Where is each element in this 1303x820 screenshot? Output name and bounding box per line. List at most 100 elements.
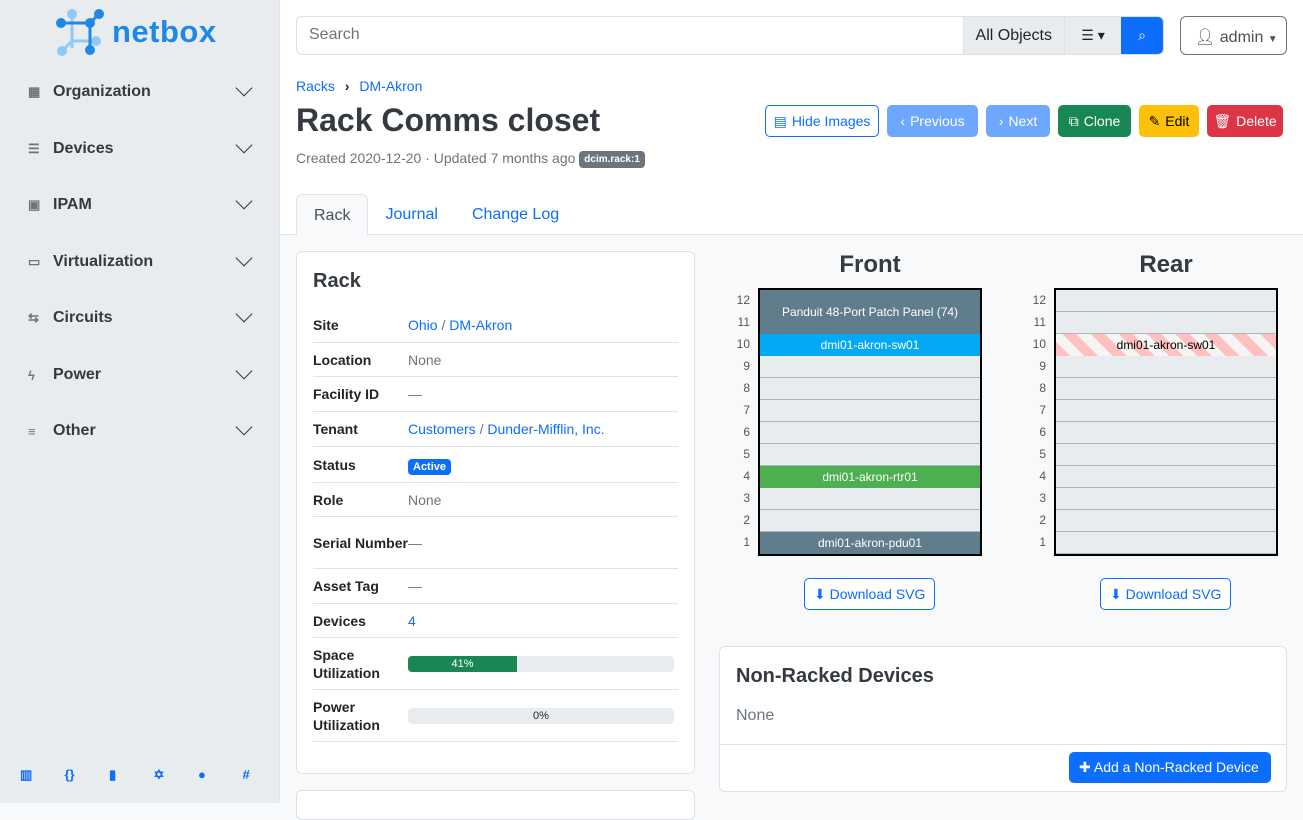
rack-unit-label: 9: [743, 359, 750, 373]
card-title: Rack: [313, 270, 361, 292]
button-label: Add a Non-Racked Device: [1093, 759, 1259, 775]
sidebar-item-circuits[interactable]: ⇆ Circuits: [0, 298, 280, 338]
delete-button[interactable]: 🗑︎ Delete: [1207, 105, 1283, 137]
file-download-icon: ⬇: [1110, 586, 1126, 602]
devices-count-link[interactable]: 4: [408, 612, 416, 629]
attr-row: Devices 4: [313, 604, 678, 638]
rack-unit-slot[interactable]: [760, 356, 980, 378]
rack-unit-slot[interactable]: [1056, 356, 1276, 378]
sidebar-item-organization[interactable]: ▦ Organization: [0, 72, 280, 112]
rack-unit-slot[interactable]: [760, 444, 980, 466]
sidebar-item-power[interactable]: ϟ Power: [0, 355, 280, 395]
rack-card: Rack Site Ohio / DM-Akron Location None Faci…: [296, 251, 695, 774]
rack-device-front[interactable]: dmi01-akron-sw01: [760, 334, 980, 356]
edit-button[interactable]: ✎ Edit: [1139, 105, 1199, 137]
user-icon: 👤︎: [1195, 29, 1220, 46]
search-filter-button[interactable]: ☰ ▾: [1064, 17, 1121, 54]
chevron-right-icon: ›: [998, 113, 1004, 129]
sidebar-item-label: Devices: [53, 140, 114, 157]
slack-icon[interactable]: #: [242, 767, 250, 782]
rack-unit-slot[interactable]: [1056, 488, 1276, 510]
rack-unit-label: 10: [736, 337, 750, 351]
monitor-icon: ▭: [28, 254, 41, 269]
docs-icon[interactable]: ▥: [20, 767, 33, 782]
status-badge: Active: [408, 458, 452, 475]
attr-link[interactable]: Customers: [408, 421, 476, 437]
hide-images-button[interactable]: ▤ Hide Images: [765, 105, 879, 137]
search-icon: ⌕: [1138, 27, 1146, 43]
sidebar-item-devices[interactable]: ☰ Devices: [0, 129, 280, 169]
rack-unit-slot[interactable]: [1056, 400, 1276, 422]
attr-row: Status Active: [313, 447, 678, 483]
rack-unit-slot[interactable]: [1056, 510, 1276, 532]
rack-unit-slot[interactable]: [760, 488, 980, 510]
rack-unit-slot[interactable]: [1056, 444, 1276, 466]
tab-rack[interactable]: Rack: [296, 194, 369, 235]
rack-unit-slot[interactable]: [1056, 312, 1276, 334]
breadcrumb-racks[interactable]: Racks: [296, 78, 335, 94]
api-icon[interactable]: {}: [64, 767, 75, 782]
rack-unit-slot[interactable]: [760, 378, 980, 400]
button-label: Hide Images: [791, 113, 871, 129]
rack-unit-slot[interactable]: [1056, 290, 1276, 312]
rack-unit-label: 4: [1039, 469, 1046, 483]
attr-label: Status: [313, 456, 356, 473]
rack-device-front[interactable]: dmi01-akron-rtr01: [760, 466, 980, 488]
button-label: Download SVG: [1125, 586, 1222, 602]
logo-text: netbox: [112, 14, 217, 49]
sidebar-item-virtualization[interactable]: ▭ Virtualization: [0, 242, 280, 282]
front-title: Front: [839, 251, 901, 278]
attr-label: Site: [313, 316, 339, 333]
file-download-icon: ⬇: [814, 586, 830, 602]
user-menu-button[interactable]: 👤︎ admin ▼: [1180, 16, 1287, 55]
utilization-bar: 41%: [408, 655, 674, 672]
rack-unit-slot[interactable]: [760, 422, 980, 444]
tab-change-log[interactable]: Change Log: [471, 206, 560, 223]
download-rear-svg-button[interactable]: ⬇ Download SVG: [1100, 578, 1232, 610]
rack-unit-slot[interactable]: [1056, 466, 1276, 488]
button-label: Download SVG: [829, 586, 926, 602]
clone-button[interactable]: ⧉ Clone: [1058, 105, 1131, 137]
search-input[interactable]: Search: [309, 26, 360, 43]
rack-unit-slot[interactable]: [1056, 422, 1276, 444]
attr-row: Site Ohio / DM-Akron: [313, 307, 678, 343]
attr-label: Serial Number: [313, 534, 408, 551]
book-icon[interactable]: ▮: [109, 767, 117, 782]
rack-unit-label: 9: [1039, 359, 1046, 373]
sidebar-item-label: Virtualization: [53, 253, 154, 270]
tab-journal[interactable]: Journal: [385, 206, 438, 223]
sidebar-item-other[interactable]: ≡ Other: [0, 411, 280, 451]
rack-unit-slot[interactable]: [1056, 378, 1276, 400]
rack-device-rear[interactable]: dmi01-akron-sw01: [1056, 334, 1276, 356]
attr-value: —: [408, 386, 422, 402]
other-icon: ≡: [28, 423, 36, 439]
graphql-icon[interactable]: ✡: [153, 767, 165, 782]
attr-row: Serial Number —: [313, 517, 678, 569]
rack-unit-slot[interactable]: [1056, 532, 1276, 554]
github-icon[interactable]: ●: [198, 767, 206, 782]
rack-unit-label: 2: [1039, 513, 1046, 527]
rack-unit-label: 3: [743, 491, 750, 505]
attr-label: Asset Tag: [313, 578, 379, 594]
rack-device-front[interactable]: dmi01-akron-pdu01: [760, 532, 980, 554]
attr-link[interactable]: Ohio: [408, 316, 438, 333]
sidebar-item-ipam[interactable]: ▣ IPAM: [0, 185, 280, 225]
netbox-logo[interactable]: netbox: [56, 8, 217, 56]
previous-button[interactable]: ‹ Previous: [887, 105, 978, 137]
rack-unit-slot[interactable]: [760, 510, 980, 532]
search-button[interactable]: ⌕: [1121, 17, 1163, 54]
attr-row: Space Utilization 41%: [313, 638, 678, 690]
breadcrumb-site[interactable]: DM-Akron: [359, 78, 423, 94]
attr-link[interactable]: Dunder-Mifflin, Inc.: [487, 421, 605, 437]
trash-icon: 🗑︎: [1213, 112, 1232, 129]
add-non-racked-device-button[interactable]: ✚ Add a Non-Racked Device: [1069, 752, 1271, 783]
download-front-svg-button[interactable]: ⬇ Download SVG: [804, 578, 936, 610]
sidebar-item-label: Power: [53, 366, 102, 383]
attr-link[interactable]: DM-Akron: [449, 316, 513, 333]
search-scope-select[interactable]: All Objects: [962, 17, 1064, 54]
next-button[interactable]: › Next: [986, 105, 1050, 137]
caret-down-icon: ▼: [1267, 34, 1278, 45]
rack-unit-slot[interactable]: [760, 400, 980, 422]
file-image-icon: ▤: [773, 112, 787, 129]
rack-device-front[interactable]: Panduit 48-Port Patch Panel (74): [760, 290, 980, 334]
